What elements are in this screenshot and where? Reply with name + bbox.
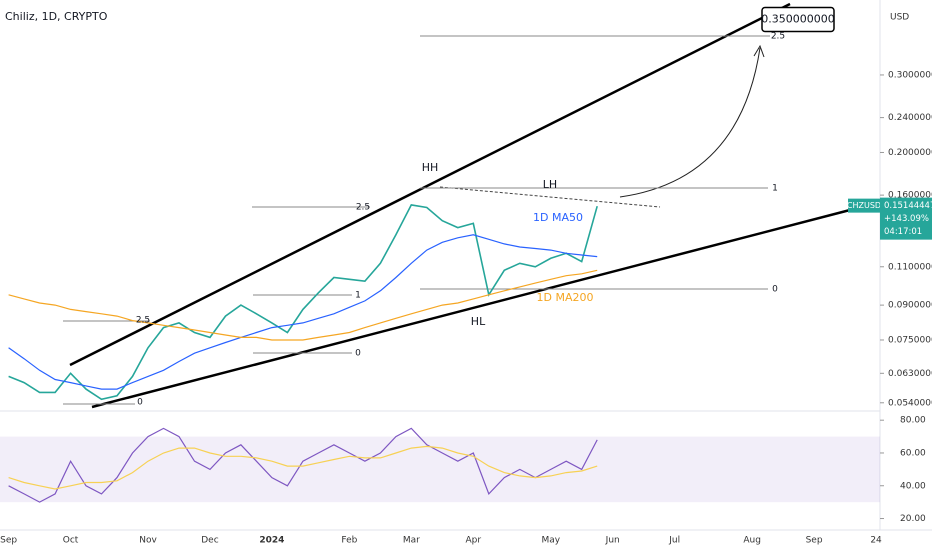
y2-tick-label: 80.00	[900, 416, 926, 426]
series-line	[8, 427, 598, 503]
fib-lines	[63, 35, 770, 405]
y-tick-label: 0.075000000	[888, 335, 932, 345]
x-tick-label: Nov	[139, 536, 157, 546]
x-tick-label: Apr	[466, 536, 482, 546]
annotation: 1D MA50	[533, 211, 583, 224]
annotation: 1	[772, 184, 778, 194]
change: +143.09%	[884, 214, 929, 224]
series-line	[8, 269, 598, 341]
series-line	[8, 445, 598, 490]
currency-label: USD	[890, 13, 909, 23]
projection-arrow	[619, 47, 761, 198]
chart-title: Chiliz, 1D, CRYPTO	[5, 10, 108, 23]
annotation: 0	[137, 398, 143, 408]
last-price: 0.151444476	[884, 201, 932, 211]
rsi-band	[0, 436, 880, 503]
x-tick-label: Mar	[403, 536, 420, 546]
x-tick-label: Jun	[605, 536, 620, 546]
x-tick-label: Jul	[668, 536, 680, 546]
y-tick-label: 0.200000000	[888, 148, 932, 158]
x-tick-label: 24	[870, 536, 882, 546]
annotation: 0	[772, 285, 778, 295]
annotation: LH	[543, 178, 557, 191]
y-tick-label: 0.063000000	[888, 369, 932, 379]
x-tick-label: 2024	[259, 536, 284, 546]
annotation: 2.5	[771, 32, 785, 42]
annotation: 1	[355, 291, 361, 301]
x-tick-label: Aug	[743, 536, 761, 546]
target-label: 0.350000000	[761, 12, 834, 25]
x-tick-label: Dec	[201, 536, 218, 546]
series-line	[8, 234, 598, 390]
x-tick-label: Feb	[341, 536, 357, 546]
y2-tick-label: 60.00	[900, 448, 926, 458]
annotation: HL	[471, 315, 486, 328]
symbol-tag	[848, 198, 880, 213]
y-tick-label: 0.160000000	[888, 191, 932, 201]
resistance-line	[439, 186, 661, 208]
y2-tick-label: 20.00	[900, 514, 926, 524]
symbol-label: CHZUSD	[847, 201, 881, 210]
y-tick-label: 0.090000000	[888, 301, 932, 311]
x-tick-label: May	[541, 536, 560, 546]
y-tick-label: 0.110000000	[888, 262, 932, 272]
lower-trend-line	[91, 208, 851, 409]
y2-tick-label: 40.00	[900, 481, 926, 491]
annotation: 0	[355, 349, 361, 359]
annotation: 2.5	[136, 316, 150, 326]
countdown: 04:17:01	[884, 227, 922, 237]
x-tick-label: Sep	[0, 536, 17, 546]
x-tick-label: Oct	[63, 536, 79, 546]
y-tick-label: 0.300000000	[888, 70, 932, 80]
series-line	[8, 204, 598, 401]
y-tick-label: 0.054000000	[888, 398, 932, 408]
annotation: 2.5	[356, 203, 370, 213]
arrow-head	[753, 44, 765, 58]
x-tick-label: Sep	[806, 536, 823, 546]
y-tick-label: 0.240000000	[888, 113, 932, 123]
target-box	[761, 6, 835, 33]
upper-trend-line	[69, 2, 791, 367]
annotation: HH	[422, 161, 439, 174]
price-box	[880, 197, 932, 240]
annotation: 1D MA200	[537, 291, 594, 304]
